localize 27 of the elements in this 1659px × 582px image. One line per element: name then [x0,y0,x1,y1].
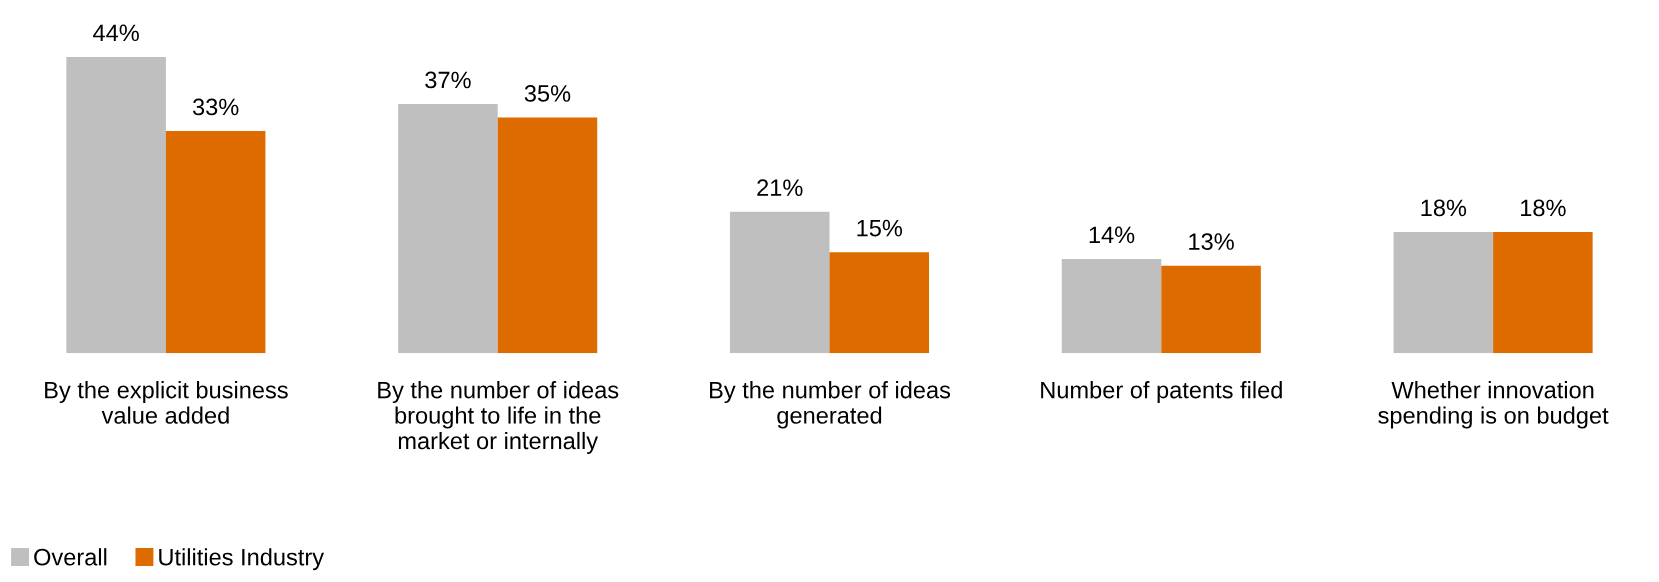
bar [1393,232,1494,354]
data-label: 18% [1421,199,1467,217]
data-label: 15% [857,219,903,237]
data-label: 44% [93,24,139,42]
x-tick-label: Number of patents filed [1041,381,1282,404]
data-label: 18% [1521,199,1566,217]
x-tick-label: Whether innovation spending is on budget [1378,381,1609,429]
bar [829,252,930,354]
bar [66,56,166,354]
data-label: 14% [1089,226,1135,244]
data-label: 37% [425,71,471,89]
legend-label: Utilities Industry [159,548,325,571]
data-label: 33% [192,98,239,116]
x-tick-label: By the number of ideas brought to life in the market or internally [378,381,619,454]
bar [497,117,598,354]
data-label: 13% [1189,233,1234,250]
x-tick-label: By the number of ideas generated [710,381,951,429]
bar [1493,232,1593,354]
bar [1161,265,1261,354]
bar [398,104,498,354]
bar [1061,259,1162,354]
bar [165,131,266,354]
x-tick-label: By the explicit business value added [45,381,288,424]
data-label: 35% [524,85,571,102]
bar [729,211,830,354]
data-label: 21% [757,179,803,196]
legend-label: Overall [34,548,107,566]
